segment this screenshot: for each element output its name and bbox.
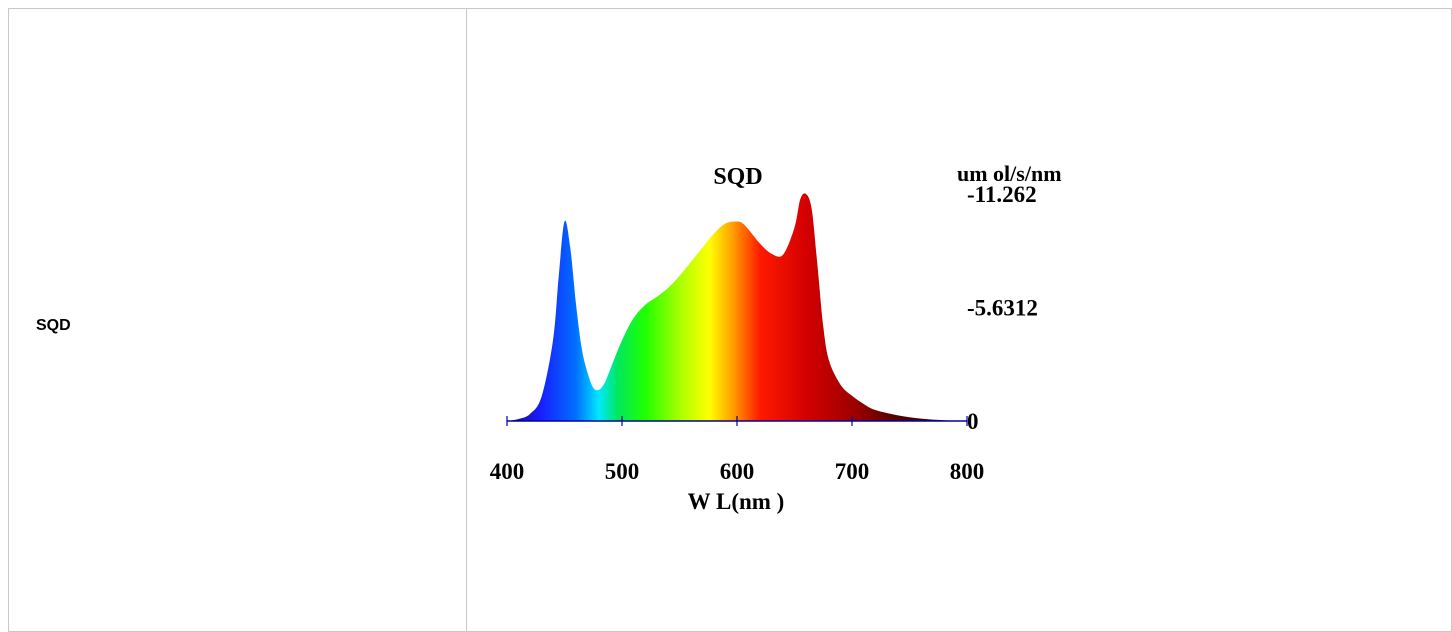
x-tick-label: 800 — [950, 459, 985, 484]
y-tick-label: -5.6312 — [967, 295, 1038, 320]
y-tick-label: 0 — [967, 409, 979, 434]
chart-title: SQD — [713, 164, 762, 190]
y-tick-label: -11.262 — [967, 182, 1037, 207]
spectrum-area — [507, 193, 967, 421]
row-label: SQD — [36, 317, 71, 334]
x-tick-label: 600 — [720, 459, 755, 484]
label-cell: SQD — [9, 9, 467, 632]
axis-layer: 400 500 600 700 800 0 -5.6312 -11.262 — [490, 182, 1038, 484]
x-tick-label: 700 — [835, 459, 870, 484]
x-axis-label: W L(nm ) — [688, 489, 785, 514]
spectrum-chart: 400 500 600 700 800 0 -5.6312 -11.262 SQD um ol… — [490, 161, 1062, 514]
y-axis-unit: um ol/s/nm — [957, 161, 1062, 186]
x-tick-label: 400 — [490, 459, 525, 484]
spectrum-table: SQD — [8, 8, 1452, 632]
chart-cell: 400 500 600 700 800 0 -5.6312 -11.262 SQD um ol… — [467, 9, 1452, 632]
x-tick-label: 500 — [605, 459, 640, 484]
